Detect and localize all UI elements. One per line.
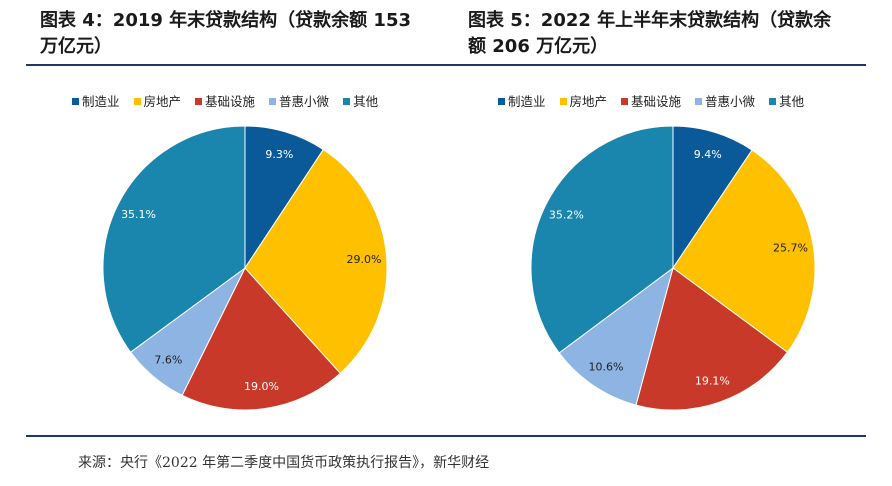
legend-left: 制造业 房地产 基础设施 普惠小微 其他	[72, 91, 378, 110]
legend-label: 基础设施	[631, 94, 682, 109]
slice-label: 29.0%	[346, 253, 381, 266]
slice-label: 19.0%	[244, 380, 279, 393]
pie-slice	[558, 266, 674, 406]
legend-label: 其他	[779, 94, 805, 109]
legend-swatch	[695, 98, 703, 105]
pie-slice	[530, 125, 674, 354]
legend-swatch	[195, 98, 203, 105]
legend-item: 其他	[769, 91, 804, 110]
legend-item: 普惠小微	[695, 91, 755, 110]
legend-label: 普惠小微	[705, 94, 756, 109]
legend-label: 制造业	[82, 94, 120, 109]
legend-label: 制造业	[508, 94, 546, 109]
legend-label: 基础设施	[205, 94, 256, 109]
chart-title-left: 图表 4：2019 年末贷款结构（贷款余额 153 万亿元）	[40, 8, 411, 60]
chart-title-right: 图表 5：2022 年上半年末贷款结构（贷款余 额 206 万亿元）	[468, 8, 831, 60]
slice-label: 10.6%	[588, 361, 623, 374]
legend-item: 制造业	[72, 91, 120, 110]
slice-label: 19.1%	[695, 375, 730, 388]
legend-item: 普惠小微	[269, 91, 329, 110]
title-line: 万亿元）	[40, 36, 112, 57]
pie-slice	[102, 125, 246, 353]
pie-slice	[244, 148, 388, 375]
legend-swatch	[269, 98, 277, 105]
legend-label: 普惠小微	[279, 94, 330, 109]
slice-label: 9.3%	[265, 148, 293, 161]
legend-item: 房地产	[559, 91, 608, 110]
pie-slice	[244, 125, 325, 270]
legend-item: 其他	[343, 91, 378, 110]
slice-label: 35.1%	[121, 208, 156, 221]
legend-swatch	[769, 98, 777, 105]
legend-swatch	[498, 98, 505, 105]
title-line: 图表 5：2022 年上半年末贷款结构（贷款余	[468, 10, 832, 31]
legend-item: 基础设施	[621, 91, 681, 110]
legend-swatch	[343, 98, 351, 105]
pie-slice	[672, 149, 816, 353]
legend-label: 其他	[353, 94, 379, 109]
legend-swatch	[559, 98, 567, 105]
legend-item: 房地产	[133, 91, 182, 110]
pie-slice	[181, 267, 341, 411]
legend-item: 基础设施	[195, 91, 255, 110]
slice-label: 25.7%	[773, 241, 808, 254]
pie-slice	[635, 267, 789, 411]
slice-label: 9.4%	[694, 148, 722, 161]
legend-label: 房地产	[569, 94, 608, 109]
pie-slice	[672, 125, 753, 270]
legend-item: 制造业	[498, 91, 546, 110]
legend-swatch	[133, 98, 141, 105]
bottom-divider	[26, 435, 866, 437]
top-divider	[26, 64, 866, 66]
legend-swatch	[72, 98, 79, 105]
title-line: 额 206 万亿元）	[468, 36, 609, 57]
slice-label: 35.2%	[549, 209, 584, 222]
legend-right: 制造业 房地产 基础设施 普惠小微 其他	[498, 91, 804, 110]
legend-swatch	[621, 98, 629, 105]
legend-label: 房地产	[143, 94, 182, 109]
slice-label: 7.6%	[154, 353, 182, 366]
title-line: 图表 4：2019 年末贷款结构（贷款余额 153	[40, 10, 411, 31]
source-note: 来源：央行《2022 年第二季度中国货币政策执行报告》，新华财经	[78, 455, 490, 471]
